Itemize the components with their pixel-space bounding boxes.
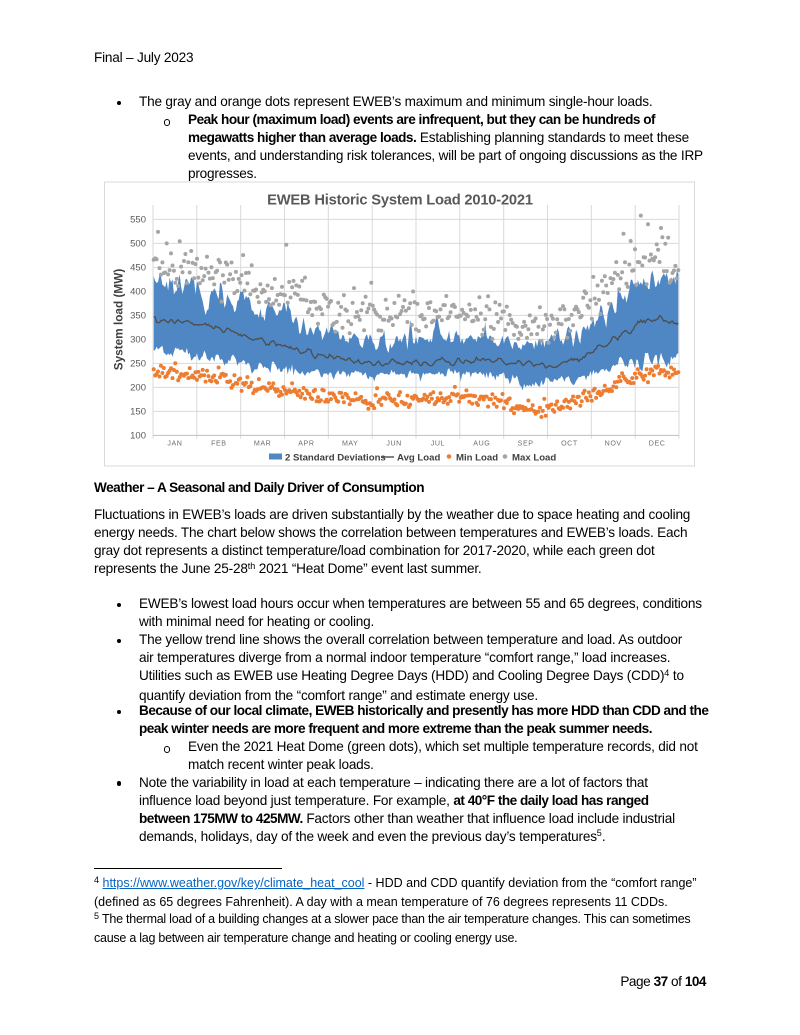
svg-text:JAN: JAN bbox=[167, 440, 182, 448]
svg-text:Max Load: Max Load bbox=[512, 453, 556, 464]
svg-text:System load (MW): System load (MW) bbox=[112, 269, 126, 371]
svg-text:NOV: NOV bbox=[605, 440, 622, 448]
svg-text:FEB: FEB bbox=[211, 440, 226, 448]
svg-text:150: 150 bbox=[130, 407, 146, 418]
svg-text:2 Standard Deviations: 2 Standard Deviations bbox=[285, 453, 386, 464]
svg-text:SEP: SEP bbox=[518, 440, 534, 448]
svg-text:JUN: JUN bbox=[386, 440, 401, 448]
svg-text:500: 500 bbox=[130, 239, 146, 250]
svg-text:OCT: OCT bbox=[561, 440, 578, 448]
svg-text:AUG: AUG bbox=[473, 440, 490, 448]
svg-text:400: 400 bbox=[130, 287, 146, 298]
svg-text:MAR: MAR bbox=[254, 440, 271, 448]
svg-text:Min Load: Min Load bbox=[456, 453, 498, 464]
svg-text:JUL: JUL bbox=[431, 440, 445, 448]
svg-text:Avg Load: Avg Load bbox=[397, 453, 440, 464]
svg-text:550: 550 bbox=[130, 215, 146, 226]
svg-text:450: 450 bbox=[130, 263, 146, 274]
svg-text:100: 100 bbox=[130, 431, 146, 442]
svg-text:350: 350 bbox=[130, 311, 146, 322]
svg-text:MAY: MAY bbox=[342, 440, 359, 448]
svg-text:DEC: DEC bbox=[649, 440, 666, 448]
svg-text:APR: APR bbox=[298, 440, 314, 448]
svg-text:EWEB Historic System Load 2010: EWEB Historic System Load 2010-2021 bbox=[267, 193, 533, 209]
svg-text:200: 200 bbox=[130, 383, 146, 394]
svg-text:250: 250 bbox=[130, 359, 146, 370]
svg-text:300: 300 bbox=[130, 335, 146, 346]
